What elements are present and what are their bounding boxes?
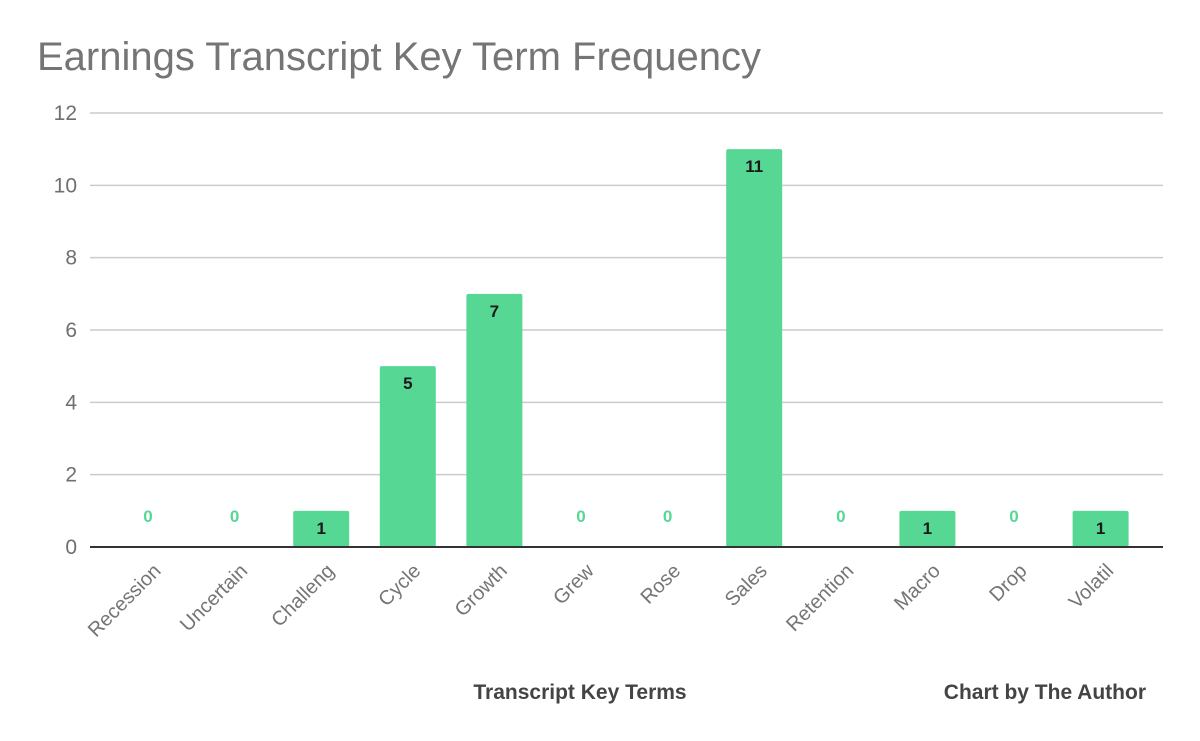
y-tick-label: 12 [54, 102, 77, 125]
x-tick-label: Rose [637, 560, 686, 609]
chart-title: Earnings Transcript Key Term Frequency [37, 35, 761, 79]
x-tick-label: Uncertain [176, 560, 252, 636]
bar [1072, 510, 1129, 547]
data-label: 5 [403, 374, 412, 393]
x-axis-categories: Recession Uncertain Challeng Cycle Growth Gre… [84, 560, 1118, 642]
y-tick-label: 0 [65, 536, 77, 559]
data-label: 0 [1009, 507, 1018, 526]
x-tick-label: Grew [549, 560, 599, 610]
x-tick-label: Drop [985, 560, 1031, 606]
bar [899, 510, 956, 547]
x-tick-label: Growth [451, 560, 512, 621]
chart-credit: Chart by The Author [944, 681, 1146, 704]
x-tick-label: Retention [782, 560, 858, 636]
data-label: 0 [143, 507, 152, 526]
y-tick-label: 4 [65, 391, 77, 414]
data-label: 0 [663, 507, 672, 526]
x-tick-label: Sales [721, 560, 772, 611]
y-tick-label: 2 [65, 464, 77, 487]
data-label: 1 [1096, 519, 1105, 538]
data-label: 1 [923, 519, 932, 538]
x-tick-label: Macro [890, 560, 945, 615]
bar [293, 510, 350, 547]
data-label: 7 [490, 302, 499, 321]
bar [726, 149, 783, 547]
gridlines [90, 112, 1163, 476]
bar [466, 293, 523, 547]
data-label: 11 [745, 157, 763, 176]
x-tick-label: Volatil [1065, 560, 1118, 613]
x-tick-label: Recession [84, 560, 166, 642]
data-label: 1 [316, 519, 325, 538]
bars [293, 149, 1129, 547]
y-tick-label: 10 [54, 174, 77, 197]
data-labels: 0 0 1 5 7 0 0 11 0 1 0 1 [143, 157, 1105, 538]
y-tick-label: 6 [65, 319, 77, 342]
x-axis-label: Transcript Key Terms [473, 681, 686, 704]
y-axis-ticks: 0 2 4 6 8 10 12 [54, 102, 78, 559]
x-tick-label: Challeng [267, 560, 338, 631]
bar [379, 366, 436, 547]
data-label: 0 [576, 507, 585, 526]
data-label: 0 [836, 507, 845, 526]
data-label: 0 [230, 507, 239, 526]
x-tick-label: Cycle [374, 560, 425, 611]
y-tick-label: 8 [65, 247, 77, 270]
